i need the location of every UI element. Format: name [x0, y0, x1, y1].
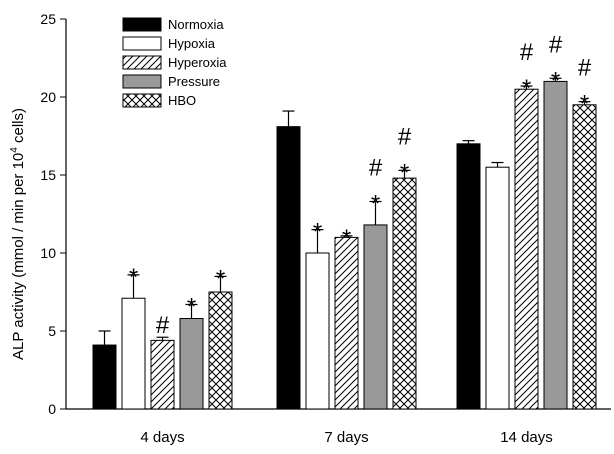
- significance-hash: #: [549, 31, 563, 58]
- y-axis-label-prefix: ALP activity (mmol / min per 10: [10, 153, 27, 360]
- significance-star: *: [551, 67, 560, 94]
- bar: [150, 339, 175, 410]
- bar: [276, 126, 301, 410]
- legend-swatch: [122, 74, 162, 89]
- significance-hash: #: [578, 55, 592, 82]
- significance-hash: #: [520, 39, 534, 66]
- bar: [363, 224, 388, 410]
- bars: * # * * * * * # * # * # * # * #: [92, 31, 597, 410]
- bar: [514, 88, 539, 410]
- significance-star: *: [580, 91, 589, 118]
- significance-star: *: [371, 191, 380, 218]
- y-axis-label: ALP activity (mmol / min per 104 cells): [9, 108, 27, 360]
- legend-label: HBO: [168, 93, 196, 108]
- significance-star: *: [400, 159, 409, 186]
- legend-swatch: [122, 36, 162, 51]
- bar: [543, 80, 568, 410]
- y-tick-label: 15: [40, 167, 56, 183]
- significance-star: *: [522, 75, 531, 102]
- bar: [179, 318, 204, 410]
- legend-swatch: [122, 93, 162, 108]
- significance-star: *: [129, 264, 138, 291]
- legend-swatch: [122, 55, 162, 70]
- legend-label: Normoxia: [168, 17, 224, 32]
- legend-label: Hyperoxia: [168, 55, 227, 70]
- significance-star: *: [216, 265, 225, 292]
- significance-hash: #: [369, 155, 383, 182]
- bar: [305, 252, 330, 410]
- y-tick-label: 25: [40, 11, 56, 27]
- y-axis-label-suffix: cells): [10, 108, 27, 147]
- legend-label: Pressure: [168, 74, 220, 89]
- bar: [121, 297, 146, 410]
- y-tick-label: 0: [48, 401, 56, 417]
- x-category-label: 4 days: [140, 429, 184, 446]
- significance-star: *: [187, 293, 196, 320]
- bar: [392, 177, 417, 410]
- significance-hash: #: [398, 123, 412, 150]
- significance-star: *: [342, 225, 351, 252]
- x-category-label: 14 days: [500, 429, 553, 446]
- x-category-label: 7 days: [324, 429, 368, 446]
- y-tick-label: 20: [40, 89, 56, 105]
- bar: [485, 166, 510, 410]
- legend-swatch: [122, 17, 162, 32]
- significance-hash: #: [156, 312, 170, 339]
- bar: [208, 291, 233, 410]
- significance-star: *: [313, 219, 322, 246]
- bar: [334, 236, 359, 410]
- y-axis-label-superscript: 4: [9, 147, 20, 153]
- legend-label: Hypoxia: [168, 36, 216, 51]
- y-tick-label: 5: [48, 323, 56, 339]
- bar: [92, 344, 117, 410]
- bar: [572, 104, 597, 410]
- y-tick-label: 10: [40, 245, 56, 261]
- legend: Normoxia Hypoxia Hyperoxia Pressure HBO: [122, 17, 227, 108]
- bar: [456, 143, 481, 410]
